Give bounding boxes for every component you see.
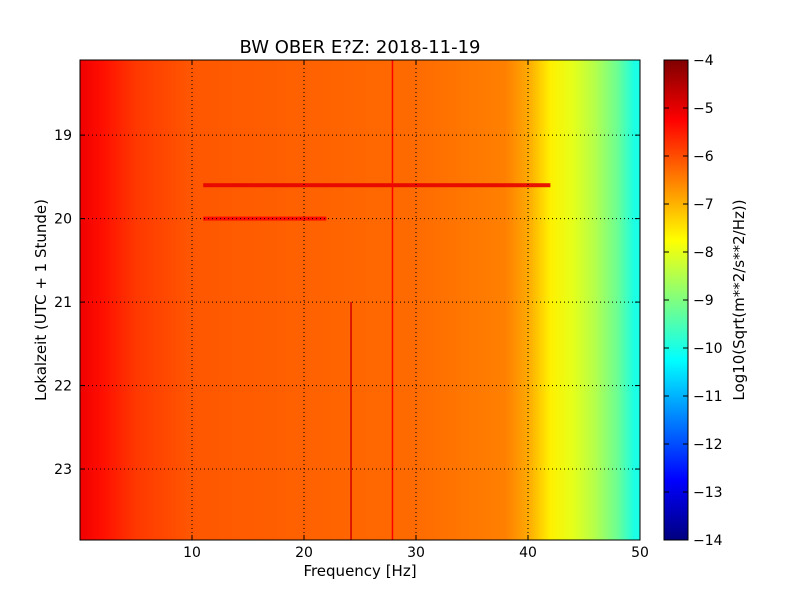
colorbar-tick-label: −14	[693, 533, 723, 549]
y-tick-label: 22	[54, 379, 72, 395]
plot-frame	[79, 59, 641, 541]
colorbar: −4 −5 −6 −7 −8 −9 −10 −11 −12 −13 −14 Log10(Sqrt(m…	[663, 53, 748, 549]
colorbar-tick-label: −6	[693, 149, 714, 165]
x-axis-ticks: 10 20 30 40 50	[183, 60, 649, 561]
y-axis-ticks: 19 20 21 22 23	[54, 128, 640, 478]
x-axis-label: Frequency [Hz]	[303, 562, 416, 580]
colorbar-tick-label: −5	[693, 101, 714, 117]
x-tick-label: 10	[183, 545, 201, 561]
band-feature	[203, 183, 551, 188]
colorbar-tick-label: −9	[693, 293, 714, 309]
grid-lines	[80, 60, 640, 540]
colorbar-tick-label: −12	[693, 437, 723, 453]
y-tick-label: 21	[54, 295, 72, 311]
x-tick-label: 40	[519, 545, 537, 561]
y-tick-label: 23	[54, 462, 72, 478]
heatmap-area	[80, 60, 640, 540]
colorbar-ticks: −4 −5 −6 −7 −8 −9 −10 −11 −12 −13 −14	[664, 53, 723, 549]
heatmap-background	[80, 60, 640, 540]
colorbar-tick-label: −7	[693, 197, 714, 213]
colorbar-tick-label: −4	[693, 53, 714, 69]
chart-title: BW OBER E?Z: 2018-11-19	[240, 37, 481, 58]
x-tick-label: 20	[295, 545, 313, 561]
colorbar-tick-label: −8	[693, 245, 714, 261]
colorbar-tick-label: −10	[693, 341, 723, 357]
x-tick-label: 50	[631, 545, 649, 561]
y-tick-label: 19	[54, 128, 72, 144]
colorbar-tick-label: −11	[693, 389, 723, 405]
y-tick-label: 20	[54, 212, 72, 228]
y-axis-label: Lokalzeit (UTC + 1 Stunde)	[32, 199, 50, 401]
colorbar-label: Log10(Sqrt(m**2/s**2/Hz))	[730, 199, 748, 400]
colorbar-tick-label: −13	[693, 485, 723, 501]
x-tick-label: 30	[407, 545, 425, 561]
